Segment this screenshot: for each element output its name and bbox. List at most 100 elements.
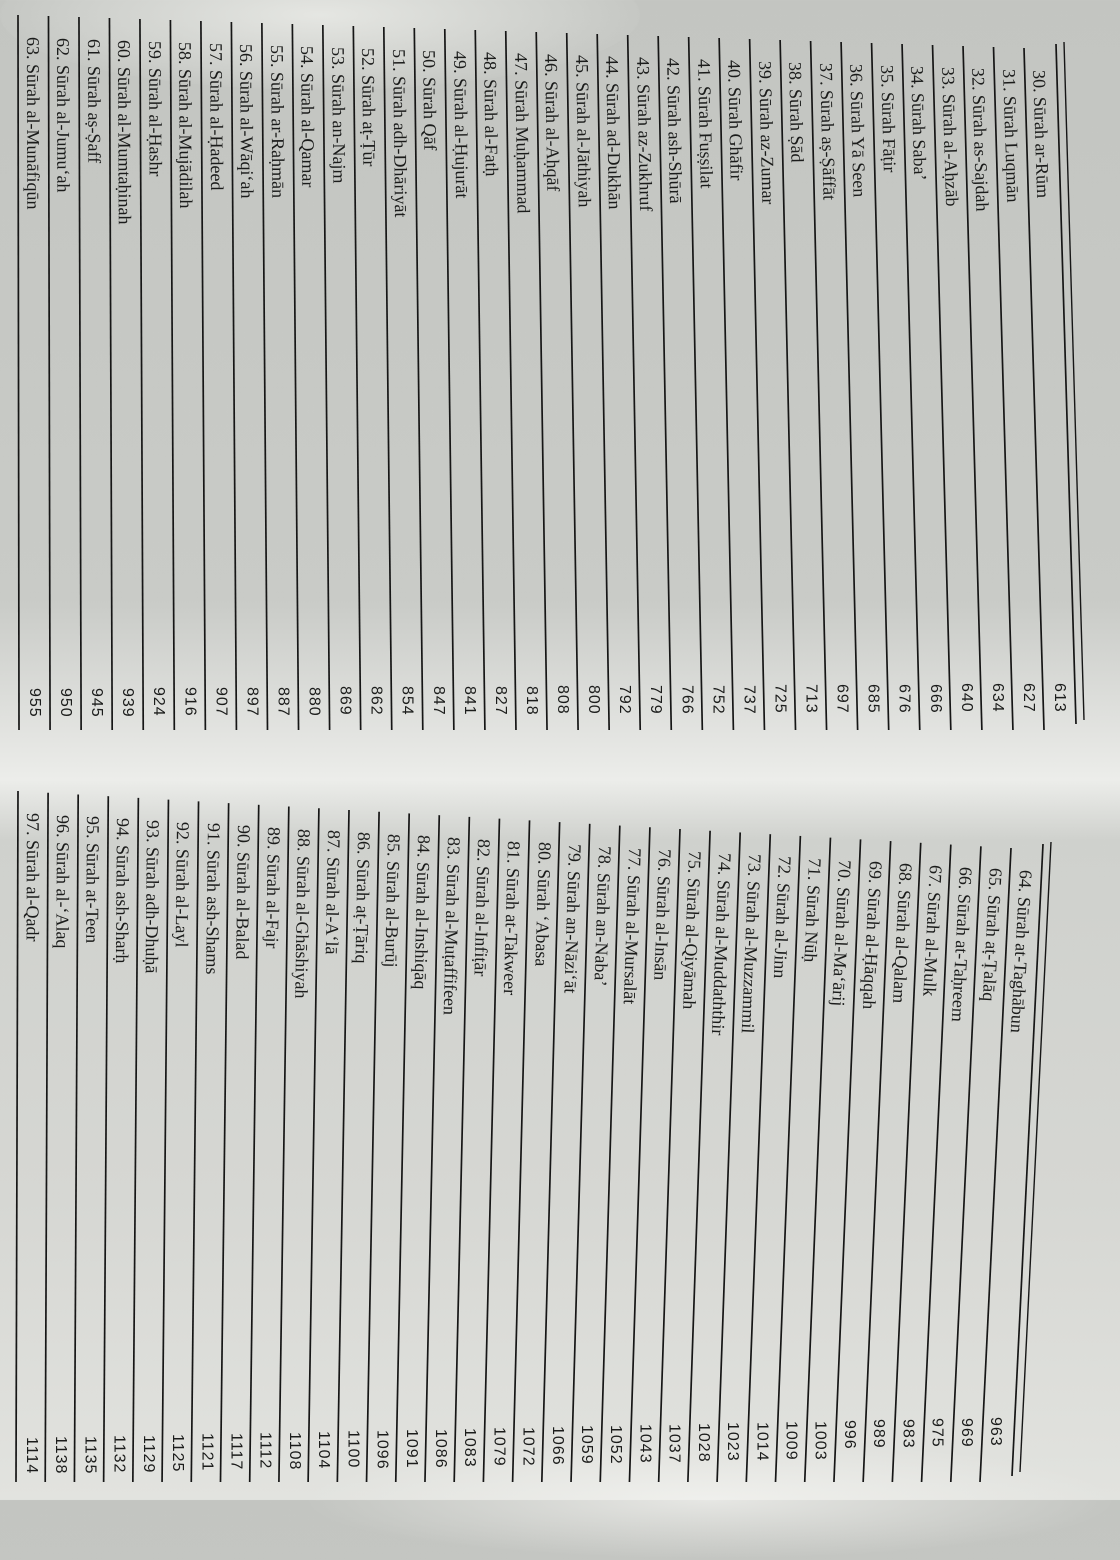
page-number: 1079 [490,1427,508,1467]
rule-line [1055,43,1077,725]
page-number: 800 [585,685,603,715]
page-number: 1086 [431,1428,449,1469]
page-number: 1125 [169,1433,187,1473]
surah-title: 47. Sūrah Muḥammad [510,52,534,214]
rule-line [261,22,269,731]
surah-title: 61. Sūrah aṣ-Ṣaff [83,38,105,164]
rule-line [687,830,711,1483]
rule-line [920,844,952,1483]
rule-line [774,835,802,1483]
rule-line [44,792,49,1483]
surah-title: 77. Sūrah al-Mursalāt [619,847,645,1005]
rule-line [78,16,82,731]
rule-line [248,804,260,1483]
surah-title: 86. Sūrah aṭ-Ṭāriq [351,831,374,964]
rule-line [352,25,362,731]
rule-line [291,23,300,731]
rule-line [565,32,579,731]
page-number: 887 [274,686,292,717]
page-number: 916 [181,687,199,717]
table-rules [15,14,1085,1483]
page-number: 1132 [110,1435,128,1474]
rule-line [190,801,200,1483]
page-number: 685 [864,683,882,714]
page-number: 697 [833,684,851,714]
page-number: 1028 [694,1423,712,1463]
rule-line [131,797,140,1483]
surah-title: 53. Sūrah an-Najm [327,46,350,184]
surah-title: 59. Sūrah al-Ḥashr [144,40,166,177]
rule-line [570,823,591,1483]
surah-title: 55. Sūrah ar-Raḥmān [266,44,289,199]
rule-line [626,34,642,731]
page-number: 1112 [256,1432,274,1470]
surah-title: 49. Sūrah al-Ḥujurāt [449,50,472,199]
surah-title: 60. Sūrah al-Mumtaḥinah [114,39,136,225]
surah-title: 51. Sūrah adh-Dhāriyāt [388,48,411,218]
surah-title: 80. Sūrah ‘Abasa [530,842,555,968]
page-number: 854 [398,686,416,716]
surah-title: 82. Sūrah al-Infiṭār [470,838,495,977]
surah-title: 95. Sūrah at-Teen [82,816,104,944]
surah-title: 34. Sūrah Saba’ [907,65,931,181]
surah-title: 44. Sūrah ad-Dukhān [602,55,626,210]
page-number: 996 [840,1420,858,1450]
rule-line [931,44,952,731]
page-number: 1100 [344,1430,362,1469]
page-number: 1129 [139,1434,157,1473]
rule-line [840,41,859,731]
surah-title: 81. Sūrah at-Takweer [500,840,525,996]
rule-line [73,794,80,1483]
page-number: 676 [895,683,913,714]
rule-line [870,42,890,731]
rule-line [482,818,501,1483]
rule-line [716,832,742,1483]
rule-line [657,828,681,1483]
page-number: 1114 [23,1437,40,1475]
page-number: 1083 [461,1427,479,1468]
rule-line [596,33,611,731]
rule-line [962,45,983,731]
rule-line [108,17,114,731]
surah-title: 40. Sūrah Ghāfir [724,59,747,181]
surah-title: 35. Sūrah Fāṭir [876,64,900,173]
page-number: 939 [119,687,137,718]
rule-line [833,839,862,1483]
surah-title: 42. Sūrah ash-Shūrā [663,57,687,204]
page-number: 737 [740,684,758,715]
rule-line [200,20,207,731]
surah-title: 62. Sūrah al-Jumu‘ah [53,37,74,193]
page-number: 666 [926,683,944,714]
rule-line [1011,843,1044,1477]
page-number: 713 [802,684,820,714]
page-number: 880 [305,686,323,717]
rule-line [803,837,832,1483]
surah-title: 48. Sūrah al-Fatḥ [480,51,503,177]
surah-title: 57. Sūrah al-Ḥadeed [205,42,227,191]
page-number: 1117 [227,1432,245,1470]
surah-title: 94. Sūrah ash-Sharḥ [112,818,134,964]
surah-title: 45. Sūrah al-Jāthiyah [571,54,595,208]
rule-line [278,806,290,1483]
page-number: 1023 [724,1422,742,1463]
rule-line [901,43,921,731]
page-number: 989 [870,1419,888,1450]
rule-line [382,26,393,731]
rule-line [628,827,651,1483]
surah-title: 37. Sūrah aṣ-Ṣāffāt [815,62,840,201]
surah-title: 71. Sūrah Nūḥ [800,857,826,963]
surah-title: 97. Sūrah al-Qadr [22,812,43,942]
rule-line [453,816,471,1483]
page-number: 1108 [285,1431,303,1470]
rule-line [443,28,455,731]
page-number: 634 [988,683,1006,713]
rule-line [230,21,238,731]
surah-title: 43. Sūrah az-Zukhruf [632,56,656,212]
page-number: 818 [522,685,540,716]
rule-line [599,825,621,1483]
page-number: 1104 [315,1430,333,1470]
rule-line [992,46,1014,731]
page-number: 1003 [811,1420,829,1461]
page-number: 1096 [373,1429,391,1470]
surah-title: 93. Sūrah adh-Dhuḥā [141,819,164,974]
